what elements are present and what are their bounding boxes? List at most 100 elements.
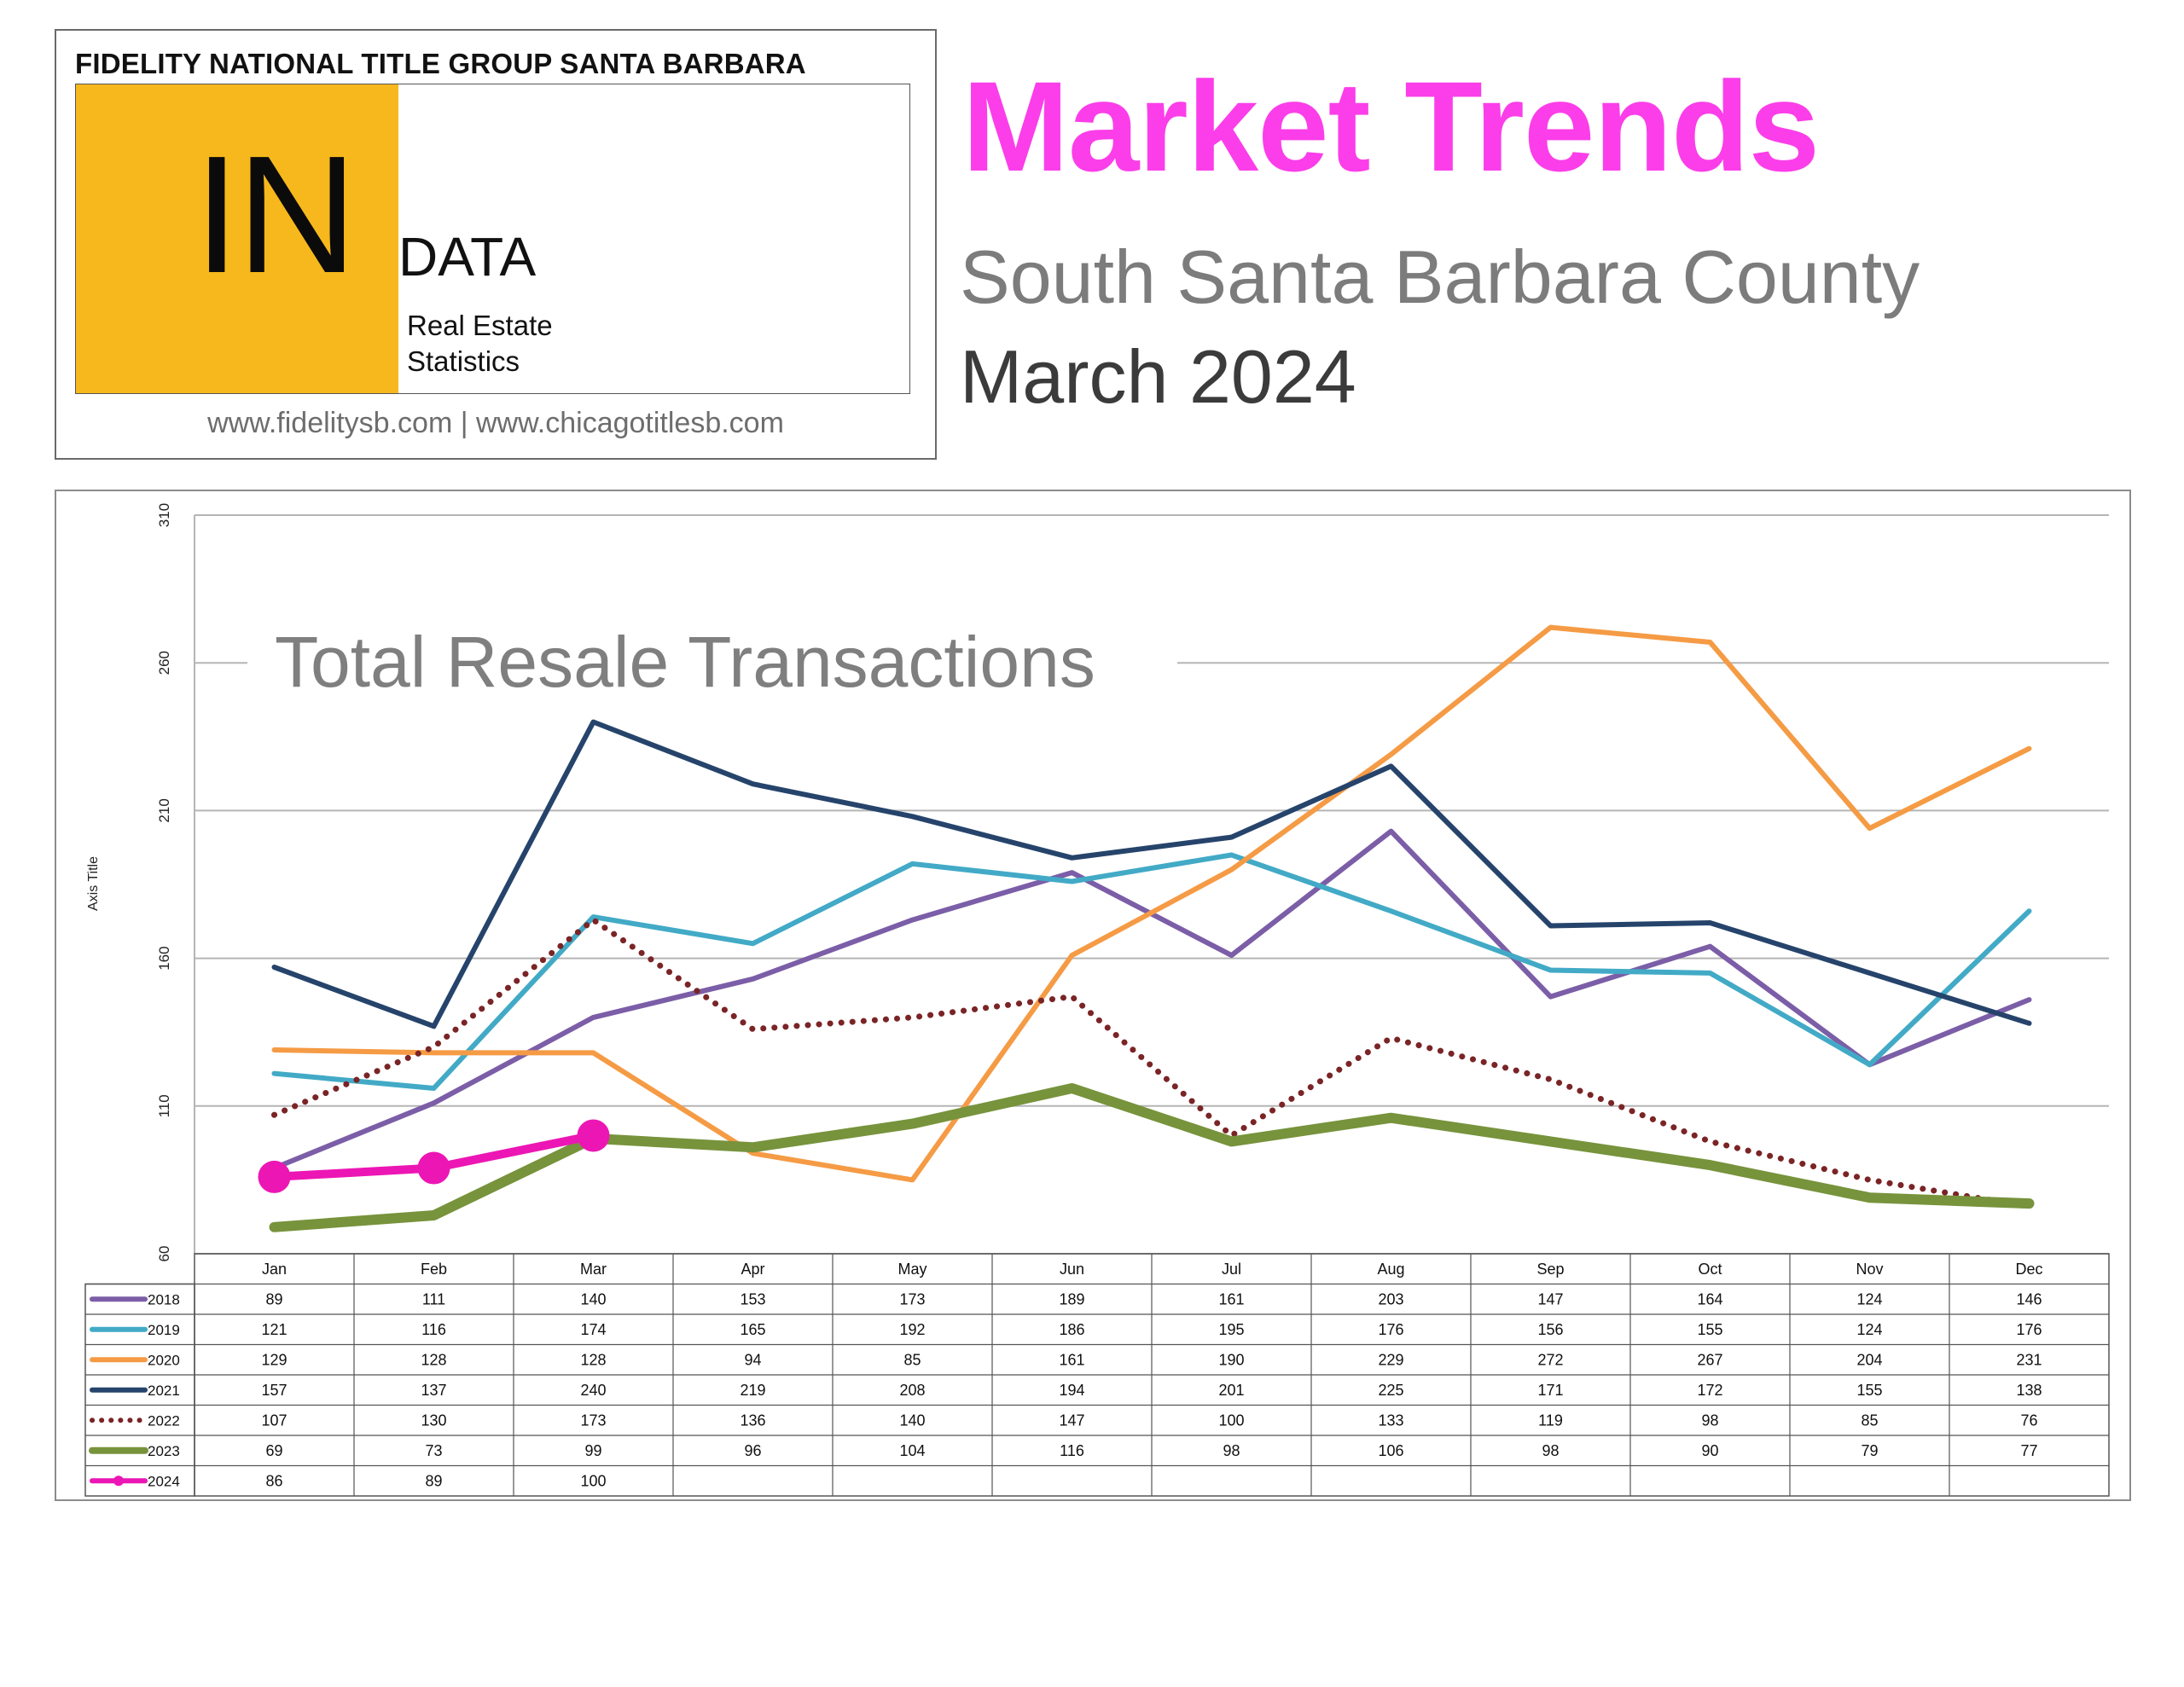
series-line-2023 <box>269 1083 2035 1232</box>
data-label: 156 <box>1537 1321 1563 1338</box>
data-label: 165 <box>740 1321 765 1338</box>
y-tick-label: 210 <box>156 798 172 822</box>
data-label: 94 <box>744 1351 761 1368</box>
data-label: 155 <box>1697 1321 1722 1338</box>
y-tick-label: 110 <box>156 1094 172 1117</box>
data-label: 138 <box>2016 1382 2042 1399</box>
x-tick-label: Jun <box>1060 1261 1084 1278</box>
data-label: 86 <box>265 1472 282 1489</box>
data-label: 229 <box>1378 1351 1403 1368</box>
data-label: 98 <box>1542 1442 1559 1459</box>
y-tick-label: 160 <box>156 946 172 970</box>
website-urls: www.fidelitysb.com | www.chicagotitlesb.… <box>207 407 784 439</box>
data-label: 140 <box>899 1412 925 1429</box>
data-label: 267 <box>1697 1351 1722 1368</box>
data-label: 195 <box>1218 1321 1244 1338</box>
data-label: 76 <box>2020 1412 2037 1429</box>
y-tick-label: 60 <box>156 1246 172 1262</box>
logo-subtitle-line1: Real Estate <box>407 310 553 341</box>
data-label: 225 <box>1378 1382 1403 1399</box>
data-label: 121 <box>261 1321 287 1338</box>
data-label: 176 <box>1378 1321 1403 1338</box>
x-tick-label: Oct <box>1698 1261 1722 1278</box>
data-label: 73 <box>425 1442 442 1459</box>
legend-label: 2018 <box>148 1291 180 1307</box>
data-label: 171 <box>1537 1382 1563 1399</box>
page-title: Market Trends <box>962 55 1820 198</box>
data-label: 107 <box>261 1412 287 1429</box>
data-label: 119 <box>1538 1412 1563 1429</box>
data-label: 186 <box>1059 1321 1084 1338</box>
legend-marker-2024 <box>113 1475 124 1487</box>
data-label: 85 <box>1861 1412 1878 1429</box>
data-label: 153 <box>740 1290 765 1307</box>
legend-label: 2021 <box>148 1383 180 1399</box>
series-point-2024 <box>577 1119 610 1152</box>
y-tick-label: 260 <box>156 651 172 675</box>
data-label: 147 <box>1537 1290 1563 1307</box>
data-label: 201 <box>1218 1382 1244 1399</box>
data-label: 146 <box>2016 1290 2042 1307</box>
data-label: 96 <box>744 1442 761 1459</box>
legend-label: 2024 <box>148 1473 180 1489</box>
data-label: 161 <box>1059 1351 1084 1368</box>
data-label: 85 <box>903 1351 921 1368</box>
series-point-2024 <box>417 1151 450 1185</box>
data-label: 100 <box>1218 1412 1244 1429</box>
data-label: 69 <box>265 1442 282 1459</box>
series-line-2020 <box>271 624 2032 1183</box>
data-label: 231 <box>2016 1351 2042 1368</box>
data-label: 192 <box>899 1321 925 1338</box>
company-name: FIDELITY NATIONAL TITLE GROUP SANTA BARB… <box>75 48 806 79</box>
x-tick-label: Mar <box>580 1261 607 1278</box>
logo-subtitle: Real Estate Statistics <box>407 308 553 380</box>
data-label: 133 <box>1378 1412 1403 1429</box>
series-point-2024 <box>258 1160 291 1193</box>
data-label: 104 <box>899 1442 925 1459</box>
data-label: 219 <box>740 1382 765 1399</box>
data-label: 174 <box>580 1321 606 1338</box>
data-label: 79 <box>1861 1442 1878 1459</box>
data-label: 90 <box>1701 1442 1718 1459</box>
series-line-2021 <box>271 719 2032 1029</box>
y-tick-label: 310 <box>156 503 172 527</box>
data-label: 128 <box>580 1351 606 1368</box>
data-label: 98 <box>1701 1412 1718 1429</box>
data-label: 272 <box>1537 1351 1563 1368</box>
data-label: 124 <box>1856 1290 1882 1307</box>
data-label: 164 <box>1697 1290 1722 1307</box>
data-label: 161 <box>1218 1290 1244 1307</box>
x-tick-label: Aug <box>1377 1261 1404 1278</box>
chart-title-backing <box>247 620 1177 706</box>
x-tick-label: Sep <box>1536 1261 1564 1278</box>
data-label: 155 <box>1856 1382 1882 1399</box>
x-tick-label: Apr <box>741 1261 764 1278</box>
legend-label: 2023 <box>148 1443 180 1459</box>
logo-subtitle-line2: Statistics <box>407 345 520 377</box>
data-label: 208 <box>899 1382 925 1399</box>
series-line-2022 <box>271 917 2032 1210</box>
data-label: 99 <box>584 1442 601 1459</box>
x-tick-label: Jul <box>1222 1261 1241 1278</box>
data-label: 111 <box>422 1290 445 1307</box>
logo-yellow-block <box>76 84 398 393</box>
region-subtitle: South Santa Barbara County <box>960 235 1920 319</box>
data-label: 189 <box>1059 1290 1084 1307</box>
legend-label: 2020 <box>148 1352 180 1368</box>
data-label: 147 <box>1059 1412 1084 1429</box>
data-label: 172 <box>1697 1382 1722 1399</box>
data-label: 173 <box>899 1290 925 1307</box>
data-label: 137 <box>421 1382 446 1399</box>
data-label: 203 <box>1378 1290 1403 1307</box>
x-tick-label: Jan <box>262 1261 287 1278</box>
data-label: 100 <box>580 1472 606 1489</box>
logo-inner-frame: IN DATA Real Estate Statistics <box>75 84 910 394</box>
data-label: 89 <box>425 1472 442 1489</box>
legend-label: 2022 <box>148 1412 180 1429</box>
report-date: March 2024 <box>960 334 1356 419</box>
data-label: 157 <box>261 1382 287 1399</box>
data-label: 77 <box>2020 1442 2037 1459</box>
x-tick-label: May <box>897 1261 926 1278</box>
logo-data-text: DATA <box>398 226 537 287</box>
